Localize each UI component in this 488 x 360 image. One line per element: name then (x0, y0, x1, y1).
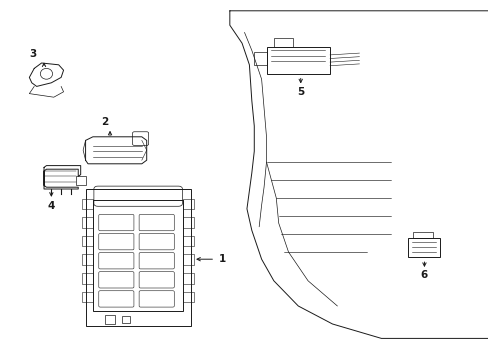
Bar (183, 273, 194, 284)
Bar (93, 200, 183, 311)
Bar (82, 273, 93, 284)
Bar (82, 255, 93, 265)
Text: 6: 6 (420, 270, 427, 280)
Bar (183, 292, 194, 302)
Bar (82, 217, 93, 228)
Bar (407, 238, 439, 257)
Text: 4: 4 (47, 201, 55, 211)
Text: 1: 1 (219, 254, 225, 264)
Text: 5: 5 (297, 87, 304, 97)
Bar (76, 176, 85, 185)
Bar (273, 38, 293, 47)
Bar (105, 315, 115, 324)
Bar (254, 52, 266, 65)
Bar (82, 236, 93, 246)
Bar (122, 316, 129, 323)
Bar (266, 47, 329, 74)
Text: 3: 3 (30, 49, 37, 59)
Bar (183, 236, 194, 246)
Bar (183, 255, 194, 265)
Text: 2: 2 (102, 117, 108, 127)
Bar (183, 217, 194, 228)
Bar (82, 292, 93, 302)
Bar (183, 199, 194, 209)
Bar (85, 189, 190, 326)
Bar (82, 199, 93, 209)
Bar (412, 232, 432, 238)
